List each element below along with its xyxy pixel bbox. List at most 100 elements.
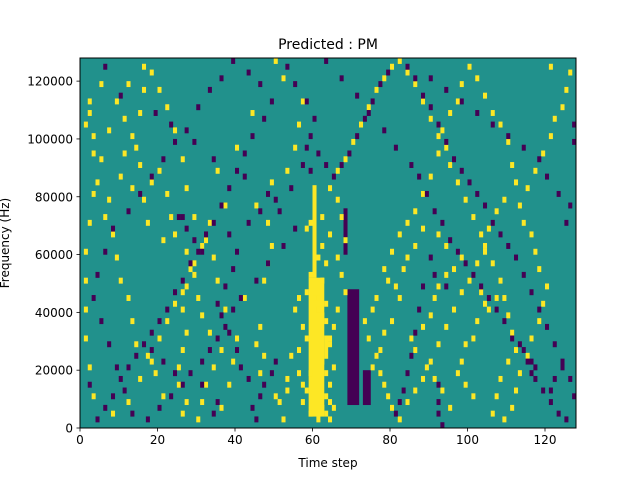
heatmap-cell-high xyxy=(498,121,503,128)
heatmap-cell-high xyxy=(258,323,263,330)
heatmap-cell-high xyxy=(502,295,507,301)
heatmap-cell-high xyxy=(176,364,181,371)
heatmap-cell-high xyxy=(320,404,325,411)
heatmap-cell-high xyxy=(200,399,205,406)
heatmap-cell-high xyxy=(192,214,197,221)
heatmap-cell-high xyxy=(552,115,557,122)
heatmap-cell-high xyxy=(180,306,185,313)
heatmap-cell-low xyxy=(188,260,193,267)
heatmap-cell-high xyxy=(514,387,519,394)
heatmap-cell-high xyxy=(421,190,426,197)
heatmap-cell-low xyxy=(533,375,538,382)
heatmap-cell-high xyxy=(397,231,402,238)
heatmap-cell-high xyxy=(455,370,460,377)
heatmap-cell-low xyxy=(281,243,286,249)
heatmap-cell-high xyxy=(145,219,150,226)
heatmap-cell-high xyxy=(207,329,212,336)
heatmap-cell-high xyxy=(149,358,154,365)
heatmap-cell-low xyxy=(475,190,480,197)
heatmap-cell-high xyxy=(320,358,325,365)
heatmap-cell-high xyxy=(87,219,92,226)
heatmap-cell-high xyxy=(510,329,515,336)
heatmap-cell-high xyxy=(165,104,170,111)
heatmap-cell-high xyxy=(293,144,298,151)
heatmap-cell-low xyxy=(169,393,174,400)
heatmap-cell-low xyxy=(173,289,178,296)
heatmap-cell-low xyxy=(502,318,507,325)
heatmap-cell-high xyxy=(304,225,309,232)
heatmap-cell-high xyxy=(541,150,546,157)
heatmap-cell-high xyxy=(184,185,189,192)
heatmap-cell-low xyxy=(506,133,511,140)
heatmap-cell-low xyxy=(362,115,367,122)
heatmap-cell-high xyxy=(180,156,185,163)
heatmap-cell-low xyxy=(87,381,92,388)
heatmap-cell-high xyxy=(463,381,468,388)
heatmap-cell-high xyxy=(382,329,387,336)
heatmap-cell-high xyxy=(444,243,449,249)
heatmap-cell-high xyxy=(467,277,472,284)
heatmap-cell-high xyxy=(335,167,340,174)
heatmap-cell-low xyxy=(428,254,433,261)
heatmap-cell-low xyxy=(238,364,243,371)
heatmap-cell-low xyxy=(118,92,123,99)
heatmap-cell-high xyxy=(378,347,383,353)
heatmap-cell-high xyxy=(459,81,464,88)
heatmap-cell-high xyxy=(320,277,325,284)
heatmap-cell-high xyxy=(192,271,197,278)
heatmap-band xyxy=(347,289,360,406)
heatmap-cell-low xyxy=(149,329,154,336)
heatmap-cell-high xyxy=(486,306,491,313)
heatmap-cell-low xyxy=(483,202,488,209)
heatmap-cell-low xyxy=(176,214,181,221)
heatmap-cell-low xyxy=(246,375,251,382)
heatmap-cell-high xyxy=(382,381,387,388)
heatmap-cell-high xyxy=(502,196,507,203)
heatmap-cell-high xyxy=(157,335,162,342)
heatmap-cell-high xyxy=(227,381,232,388)
heatmap-cell-high xyxy=(130,133,135,140)
heatmap-cell-high xyxy=(564,86,569,93)
heatmap-cell-low xyxy=(382,127,387,134)
heatmap-cell-high xyxy=(269,179,274,186)
heatmap-cell-low xyxy=(266,190,271,197)
heatmap-cell-low xyxy=(393,144,398,151)
heatmap-cell-high xyxy=(126,81,131,88)
heatmap-cell-low xyxy=(506,243,511,249)
heatmap-cell-high xyxy=(316,306,321,313)
heatmap-cell-high xyxy=(370,364,375,371)
heatmap-band xyxy=(362,370,371,406)
x-tick-label: 0 xyxy=(76,433,84,447)
heatmap-cell-high xyxy=(440,127,445,134)
heatmap-cell-high xyxy=(459,289,464,296)
heatmap-cell-high xyxy=(200,243,205,249)
heatmap-cell-high xyxy=(215,277,220,284)
heatmap-cell-low xyxy=(103,248,108,255)
heatmap-cell-low xyxy=(370,98,375,105)
heatmap-cell-low xyxy=(452,156,457,163)
heatmap-cell-low xyxy=(103,63,108,70)
heatmap-cell-high xyxy=(297,347,302,353)
heatmap-cells xyxy=(83,58,576,428)
heatmap-cell-low xyxy=(235,347,240,353)
heatmap-cell-low xyxy=(514,254,519,261)
heatmap-cell-high xyxy=(300,381,305,388)
heatmap-cell-high xyxy=(215,167,220,174)
heatmap-cell-high xyxy=(506,358,511,365)
heatmap-cell-low xyxy=(254,416,259,423)
heatmap-cell-low xyxy=(215,399,220,406)
heatmap-cell-high xyxy=(130,185,135,192)
heatmap-cell-high xyxy=(180,347,185,353)
heatmap-cell-low xyxy=(269,370,274,377)
heatmap-cell-low xyxy=(572,393,576,400)
heatmap-cell-high xyxy=(114,98,119,105)
heatmap-cell-high xyxy=(324,393,329,400)
heatmap-cell-high xyxy=(273,58,278,64)
heatmap-cell-low xyxy=(184,127,189,134)
heatmap-cell-low xyxy=(529,358,534,365)
heatmap-cell-high xyxy=(560,104,565,111)
heatmap-cell-low xyxy=(413,329,418,336)
heatmap-cell-low xyxy=(211,219,216,226)
heatmap-cell-high xyxy=(328,399,333,406)
heatmap-cell-high xyxy=(331,323,336,330)
